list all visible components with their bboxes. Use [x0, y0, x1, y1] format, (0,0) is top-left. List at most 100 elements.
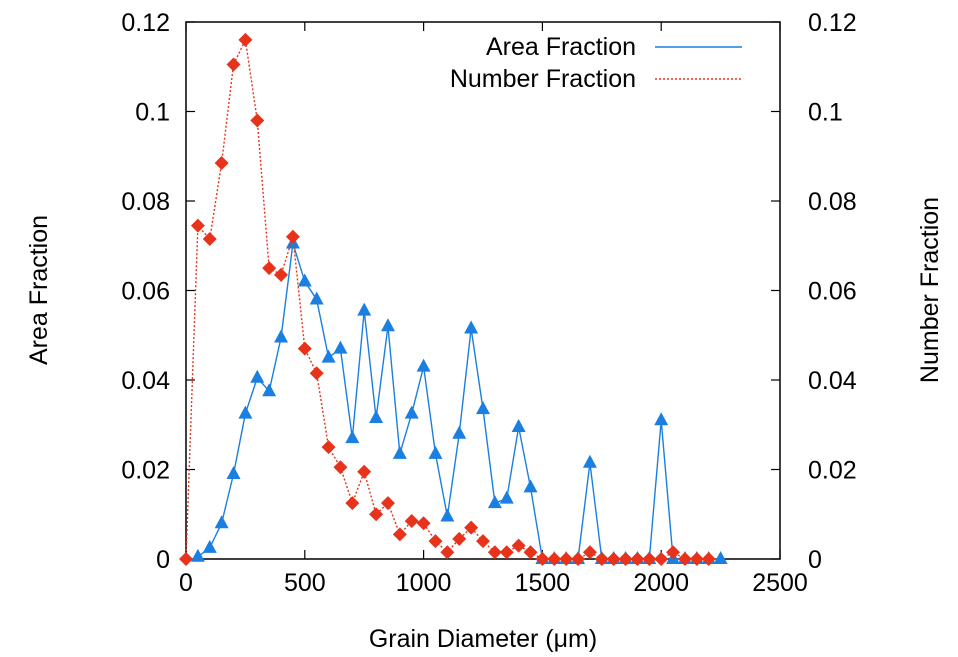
- y2-tick-label: 0.08: [808, 188, 857, 216]
- plot-frame: [185, 21, 781, 560]
- y2-tick-label: 0.12: [808, 9, 857, 37]
- data-point-number-fraction: [262, 261, 277, 276]
- y-tick-label: 0.08: [121, 188, 170, 216]
- data-point-area-fraction: [190, 548, 205, 562]
- data-point-area-fraction: [428, 445, 443, 459]
- data-point-number-fraction: [190, 218, 205, 233]
- x-tick-label: 1500: [515, 569, 571, 597]
- data-point-number-fraction: [440, 545, 455, 560]
- data-point-number-fraction: [214, 155, 229, 170]
- data-point-number-fraction: [701, 552, 716, 566]
- series-line-number-fraction: [185, 37, 709, 560]
- y-tick-label: 0.04: [121, 367, 170, 395]
- data-point-number-fraction: [487, 545, 502, 560]
- data-point-number-fraction: [654, 552, 669, 566]
- data-point-area-fraction: [452, 425, 467, 439]
- data-point-area-fraction: [274, 329, 289, 343]
- y-tick-label: 0.1: [135, 99, 170, 127]
- data-point-number-fraction: [321, 440, 336, 455]
- series-area-fraction: [190, 235, 728, 564]
- data-point-area-fraction: [369, 410, 384, 424]
- data-point-number-fraction: [380, 496, 395, 511]
- data-point-number-fraction: [297, 341, 312, 356]
- data-point-number-fraction: [309, 366, 324, 381]
- data-point-number-fraction: [618, 552, 633, 566]
- data-point-number-fraction: [369, 507, 384, 522]
- data-point-area-fraction: [464, 320, 479, 334]
- data-point-number-fraction: [179, 552, 193, 566]
- data-point-area-fraction: [214, 515, 229, 529]
- series-number-fraction: [179, 32, 716, 566]
- data-point-number-fraction: [594, 552, 609, 566]
- data-point-number-fraction: [333, 460, 348, 475]
- data-point-area-fraction: [440, 508, 455, 522]
- data-point-number-fraction: [416, 516, 431, 531]
- data-point-area-fraction: [321, 349, 336, 363]
- ticks: [185, 21, 781, 560]
- data-point-number-fraction: [571, 552, 586, 566]
- y2-tick-label: 0.04: [808, 367, 857, 395]
- y2-tick-label: 0.02: [808, 457, 857, 485]
- data-point-area-fraction: [713, 551, 728, 564]
- data-point-number-fraction: [689, 552, 704, 566]
- data-point-number-fraction: [523, 545, 538, 560]
- y-tick-label: 0: [156, 546, 170, 574]
- data-point-area-fraction: [262, 383, 277, 397]
- data-point-number-fraction: [630, 552, 645, 566]
- y2-tick-label: 0.06: [808, 278, 857, 306]
- data-point-number-fraction: [202, 232, 217, 247]
- data-point-number-fraction: [285, 229, 300, 244]
- data-point-number-fraction: [559, 552, 574, 566]
- data-point-number-fraction: [606, 552, 621, 566]
- y2-tick-label: 0: [808, 546, 822, 574]
- y2-tick-label: 0.1: [808, 99, 843, 127]
- data-point-area-fraction: [511, 418, 526, 432]
- x-tick-label: 2500: [752, 569, 808, 597]
- data-point-number-fraction: [677, 552, 692, 566]
- data-point-number-fraction: [535, 552, 550, 566]
- data-point-area-fraction: [250, 369, 265, 383]
- x-tick-label: 1000: [396, 569, 452, 597]
- data-point-number-fraction: [499, 545, 514, 560]
- y-tick-label: 0.06: [121, 278, 170, 306]
- data-point-area-fraction: [357, 302, 372, 316]
- data-point-number-fraction: [666, 545, 681, 560]
- data-point-number-fraction: [452, 531, 467, 546]
- data-point-area-fraction: [476, 401, 490, 415]
- data-point-number-fraction: [547, 552, 562, 566]
- y-axis-title: Area Fraction: [25, 215, 53, 365]
- data-point-area-fraction: [297, 273, 312, 287]
- x-tick-label: 0: [179, 569, 193, 597]
- data-point-area-fraction: [499, 490, 514, 504]
- data-point-number-fraction: [274, 267, 289, 282]
- series-layer: [179, 32, 728, 566]
- data-point-number-fraction: [226, 57, 241, 72]
- data-point-number-fraction: [476, 534, 490, 549]
- data-point-area-fraction: [238, 405, 253, 419]
- data-point-number-fraction: [642, 552, 657, 566]
- legend: Area Fraction Number Fraction: [450, 33, 742, 93]
- data-point-number-fraction: [357, 464, 372, 479]
- data-point-area-fraction: [654, 412, 669, 426]
- data-point-number-fraction: [404, 513, 419, 528]
- data-point-number-fraction: [582, 545, 597, 560]
- data-point-number-fraction: [238, 32, 253, 47]
- x-tick-label: 500: [284, 569, 326, 597]
- data-point-area-fraction: [309, 291, 324, 305]
- data-point-area-fraction: [333, 340, 348, 354]
- data-point-number-fraction: [464, 520, 479, 535]
- data-point-number-fraction: [511, 538, 526, 553]
- legend-label-number-fraction: Number Fraction: [450, 65, 636, 93]
- y-tick-label: 0.02: [121, 457, 170, 485]
- x-axis-title: Grain Diameter (μm): [369, 625, 597, 653]
- data-point-area-fraction: [404, 405, 419, 419]
- x-tick-label: 2000: [633, 569, 689, 597]
- y-tick-label: 0.12: [121, 9, 170, 37]
- legend-label-area-fraction: Area Fraction: [486, 33, 636, 61]
- data-point-area-fraction: [523, 479, 538, 493]
- y2-axis-title: Number Fraction: [916, 197, 944, 383]
- data-point-area-fraction: [416, 358, 431, 372]
- data-point-area-fraction: [226, 465, 241, 479]
- data-point-number-fraction: [250, 113, 265, 128]
